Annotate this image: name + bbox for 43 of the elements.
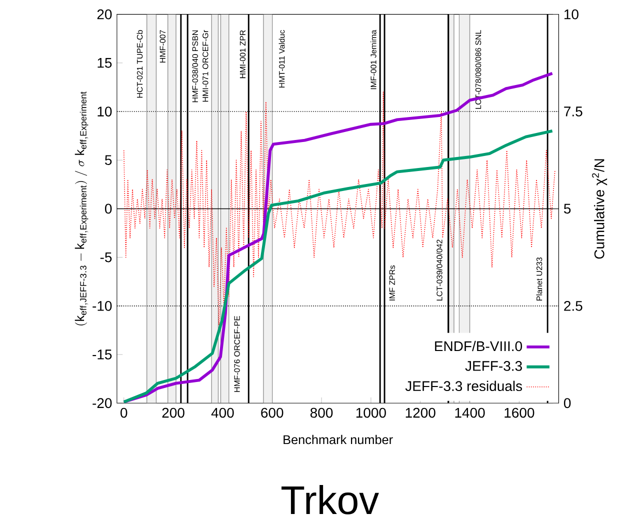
y2-tick-label: 10 [564,9,578,20]
legend-label: JEFF-3.3 [465,360,522,371]
y-tick-label: 15 [98,58,112,68]
legend-label: JEFF-3.3 residuals [405,380,522,392]
annotation: HMF-038/040 PSBN [192,30,198,102]
y-tick-label: -5 [100,252,112,262]
annotation: LCT-039/040/042 [436,240,442,300]
annotation: HCT-021 TUPE-Cb [136,30,143,98]
annotation: HMI-001 ZPR [240,30,246,78]
x-tick-label: 1000 [356,408,386,418]
annotation: Planet U233 [536,257,542,300]
annotation: HMT-011 Valduc [278,30,285,88]
text: Trkov [282,485,379,514]
y-tick-label: 10 [98,106,112,116]
x-tick-label: 400 [211,408,234,418]
y2-tick-label: 0 [564,398,571,408]
y2-axis-title: Cumulative χ$^{2}$/N [592,159,608,259]
y-tick-label: 20 [97,9,112,20]
annotation: IMF ZPRs [389,265,395,300]
y2-tick-label: 7.5 [564,106,582,116]
y2-tick-label: 2.5 [564,300,582,311]
legend-label: ENDF/B-VIII.0 [435,340,522,352]
annotation: HMF-007 [160,30,166,62]
y-tick-label: -20 [92,398,112,408]
annotation: HMI-071 ORCEF-Gr [202,30,208,102]
x-tick-label: 1200 [406,408,436,418]
y2-tick-label: 5 [564,204,571,214]
x-tick-label: 1600 [504,408,534,418]
y-tick-label: -10 [92,300,112,311]
x-tick-label: 600 [261,408,284,418]
x-tick-label: 0 [120,408,128,418]
y-axis-title: $(\mathrm{k}_{\mathrm{eff,JEFF\text{-}3.3}} - \mathrm{k}_{\mathrm{eff,Experiment}})\ /\ \sigma\ \mathrm{k}_{\mathrm{eff,Experiment}}$ [74,92,88,326]
y-tick-label: 0 [104,204,112,214]
x-tick-label: 800 [310,408,333,418]
x-tick-label: 200 [162,408,184,418]
y-tick-label: 5 [105,155,112,165]
annotation: LCT-078/080/086 SNL [475,30,482,109]
x-axis-title: Benchmark number [284,434,393,444]
line-series [122,129,554,404]
x-tick-label: 1400 [455,408,485,418]
annotation: IMF-001 Jemima [370,30,376,90]
annotation: HMF-076 ORCEF-PE [234,316,240,392]
y-tick-label: -15 [92,350,112,360]
